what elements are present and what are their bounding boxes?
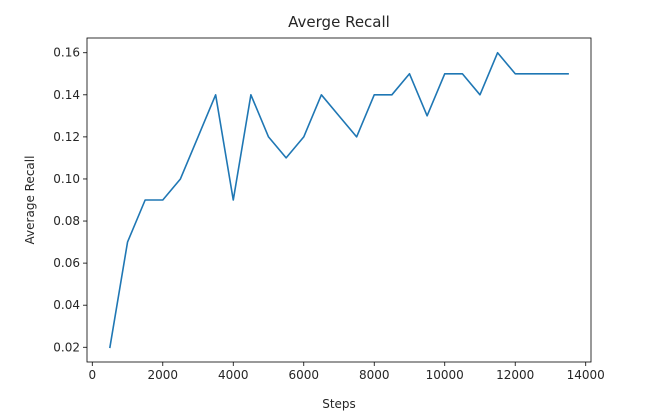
data-point <box>285 157 287 159</box>
data-point <box>373 94 375 96</box>
data-point <box>391 94 393 96</box>
data-point <box>303 136 305 138</box>
x-tick-label: 14000 <box>567 368 605 382</box>
x-axis-title: Steps <box>322 397 356 411</box>
y-tick-label: 0.08 <box>53 214 80 228</box>
data-point <box>567 73 569 75</box>
plot-frame <box>86 37 592 363</box>
y-axis-title: Average Recall <box>23 156 37 245</box>
y-tick-label: 0.12 <box>53 130 80 144</box>
data-point <box>109 346 111 348</box>
data-point <box>408 73 410 75</box>
data-point <box>214 94 216 96</box>
data-point <box>514 73 516 75</box>
x-axis: 0 2000 4000 6000 8000 10000 12000 14000 <box>88 362 605 382</box>
data-point <box>144 199 146 201</box>
data-point <box>179 178 181 180</box>
x-tick-label: 6000 <box>288 368 319 382</box>
data-point <box>320 94 322 96</box>
y-tick-label: 0.14 <box>53 88 80 102</box>
data-point <box>267 136 269 138</box>
data-point <box>426 115 428 117</box>
data-point <box>232 199 234 201</box>
data-point <box>532 73 534 75</box>
y-axis: 0.02 0.04 0.06 0.08 0.10 0.12 0.14 0.16 <box>53 46 87 354</box>
y-tick-label: 0.10 <box>53 172 80 186</box>
data-point <box>479 94 481 96</box>
data-point <box>549 73 551 75</box>
x-tick-label: 10000 <box>426 368 464 382</box>
data-point <box>162 199 164 201</box>
x-tick-label: 12000 <box>496 368 534 382</box>
y-tick-label: 0.06 <box>53 256 80 270</box>
plot-area <box>86 37 592 363</box>
y-tick-label: 0.02 <box>53 340 80 354</box>
series-layer <box>108 51 569 349</box>
data-point <box>338 115 340 117</box>
data-point <box>444 73 446 75</box>
y-tick-label: 0.16 <box>53 46 80 60</box>
data-point <box>250 94 252 96</box>
x-tick-label: 2000 <box>148 368 179 382</box>
data-point <box>496 52 498 54</box>
data-point <box>355 136 357 138</box>
x-tick-label: 0 <box>88 368 96 382</box>
data-point <box>126 241 128 243</box>
x-tick-label: 8000 <box>359 368 390 382</box>
chart-title: Averge Recall <box>288 13 390 31</box>
x-tick-label: 4000 <box>218 368 249 382</box>
data-point <box>461 73 463 75</box>
y-tick-label: 0.04 <box>53 298 80 312</box>
data-point <box>197 136 199 138</box>
series-line <box>108 51 569 349</box>
